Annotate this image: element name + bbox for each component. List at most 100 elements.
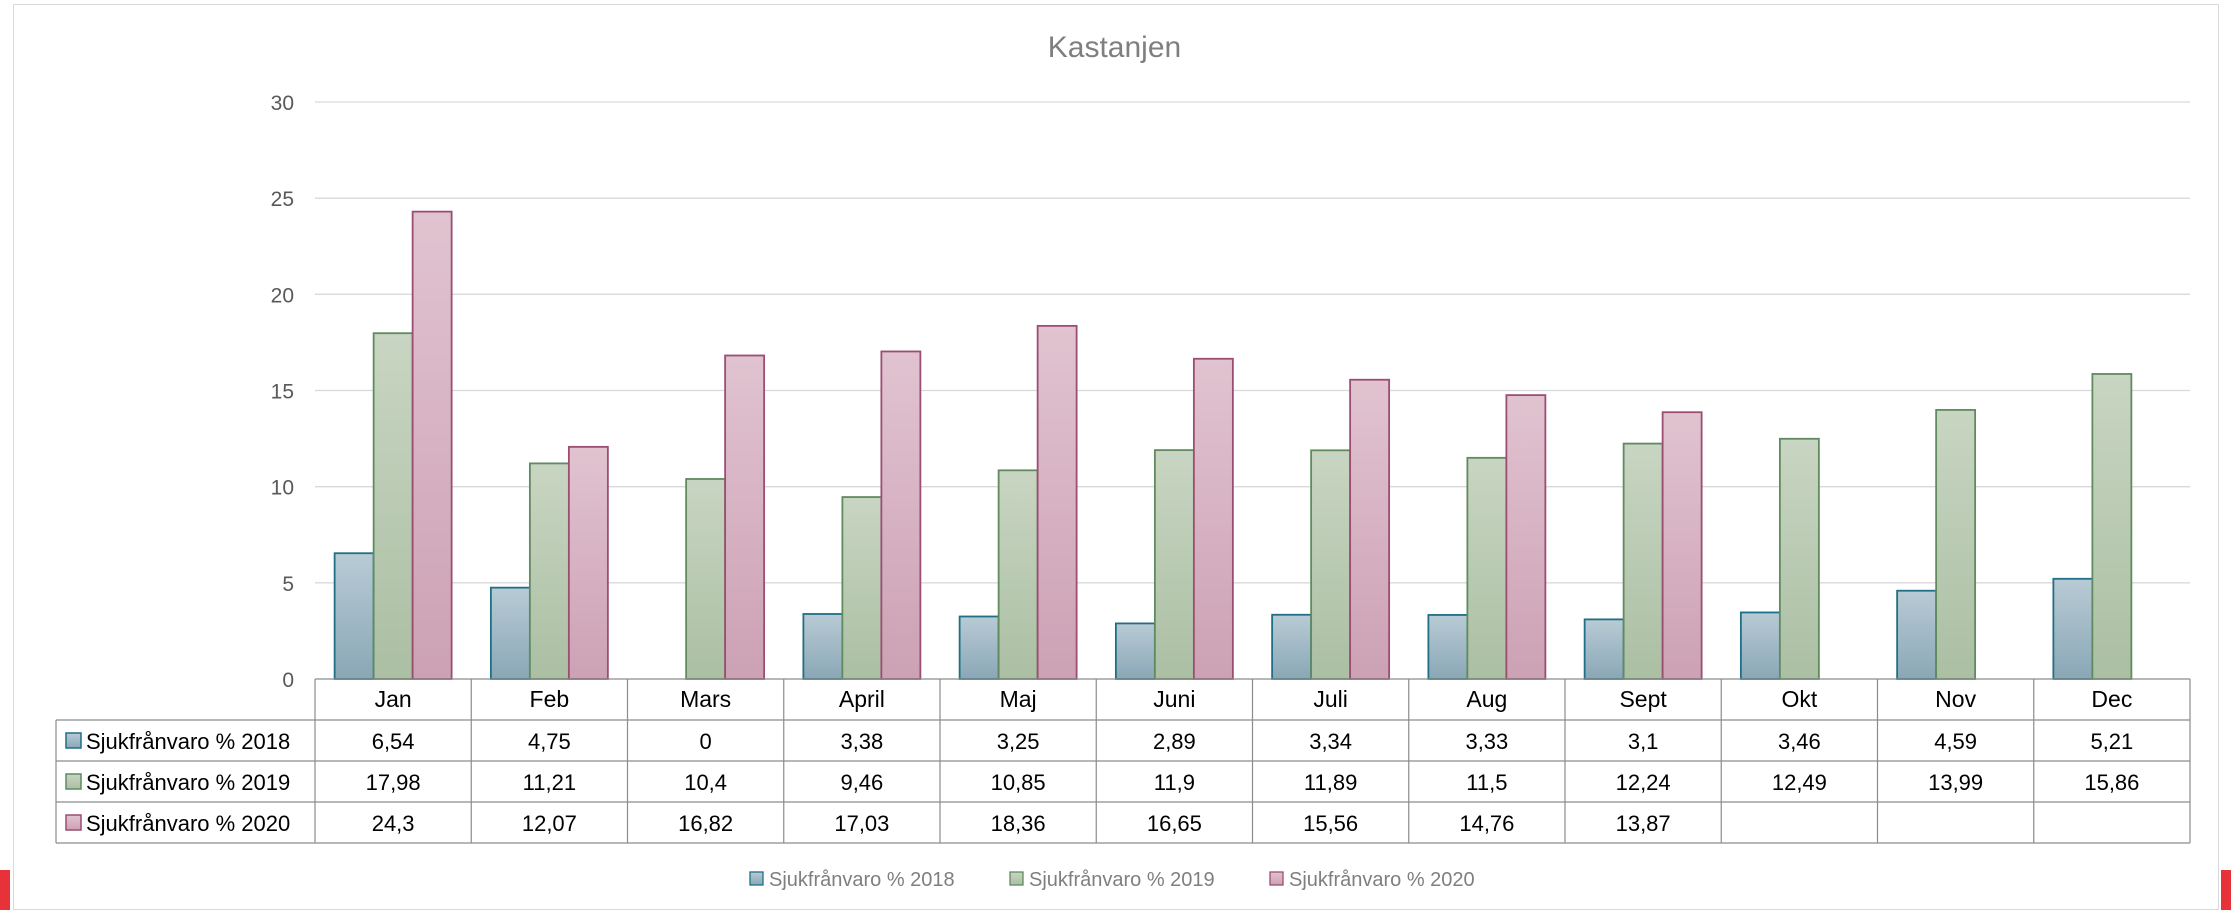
bar-sjukfr-nvaro-2018-juli xyxy=(1271,613,1313,680)
x-category-label-jan: Jan xyxy=(375,686,412,712)
table-value-sjukfr-nvaro-2018-april: 3,38 xyxy=(840,729,883,754)
table-value-sjukfr-nvaro-2018-nov: 4,59 xyxy=(1934,729,1977,754)
left-edge-marker xyxy=(0,870,10,910)
bar-sjukfr-nvaro-2018-sept xyxy=(1583,618,1625,680)
table-value-sjukfr-nvaro-2018-juli: 3,34 xyxy=(1309,729,1352,754)
x-category-label-aug: Aug xyxy=(1466,686,1507,712)
table-value-sjukfr-nvaro-2019-juni: 11,9 xyxy=(1154,770,1195,795)
bar-sjukfr-nvaro-2020-sept xyxy=(1661,411,1703,680)
bar-sjukfr-nvaro-2019-sept xyxy=(1622,442,1664,680)
table-value-sjukfr-nvaro-2018-feb: 4,75 xyxy=(528,729,571,754)
table-value-sjukfr-nvaro-2019-okt: 12,49 xyxy=(1772,770,1827,795)
bar-sjukfr-nvaro-2019-okt xyxy=(1778,437,1820,680)
table-value-sjukfr-nvaro-2020-sept: 13,87 xyxy=(1616,811,1671,836)
legend-label-sjukfr-nvaro-2018: Sjukfrånvaro % 2018 xyxy=(769,869,955,891)
bar-sjukfr-nvaro-2020-jan xyxy=(411,210,453,680)
table-value-sjukfr-nvaro-2019-feb: 11,21 xyxy=(523,770,576,795)
x-category-label-juli: Juli xyxy=(1313,686,1348,712)
bar-sjukfr-nvaro-2019-aug xyxy=(1466,456,1508,680)
legend-key-sjukfr-nvaro-2018 xyxy=(749,871,764,886)
table-value-sjukfr-nvaro-2018-jan: 6,54 xyxy=(372,729,415,754)
table-value-sjukfr-nvaro-2019-sept: 12,24 xyxy=(1616,770,1671,795)
table-value-sjukfr-nvaro-2019-mars: 10,4 xyxy=(684,770,727,795)
table-value-sjukfr-nvaro-2019-april: 9,46 xyxy=(840,770,883,795)
x-category-label-nov: Nov xyxy=(1935,686,1976,712)
bar-sjukfr-nvaro-2019-juni xyxy=(1153,449,1195,680)
table-legend-key-sjukfr-nvaro-2020 xyxy=(65,814,82,831)
table-value-sjukfr-nvaro-2018-juni: 2,89 xyxy=(1153,729,1196,754)
bar-sjukfr-nvaro-2019-april xyxy=(841,496,883,680)
bar-sjukfr-nvaro-2018-juni xyxy=(1114,622,1156,680)
chart-title: Kastanjen xyxy=(1048,31,1181,64)
x-category-label-april: April xyxy=(839,686,885,712)
bar-sjukfr-nvaro-2019-jan xyxy=(372,332,414,680)
table-value-sjukfr-nvaro-2018-maj: 3,25 xyxy=(997,729,1040,754)
table-value-sjukfr-nvaro-2020-feb: 12,07 xyxy=(522,811,577,836)
x-category-label-feb: Feb xyxy=(530,686,570,712)
y-tick-label-20: 20 xyxy=(271,284,294,307)
legend-label-sjukfr-nvaro-2019: Sjukfrånvaro % 2019 xyxy=(1029,869,1215,891)
bar-sjukfr-nvaro-2018-feb xyxy=(489,586,531,680)
bar-sjukfr-nvaro-2018-dec xyxy=(2052,577,2094,680)
table-value-sjukfr-nvaro-2020-jan: 24,3 xyxy=(372,811,415,836)
bar-sjukfr-nvaro-2018-april xyxy=(802,613,844,680)
table-value-sjukfr-nvaro-2020-juni: 16,65 xyxy=(1147,811,1202,836)
table-value-sjukfr-nvaro-2020-april: 17,03 xyxy=(834,811,889,836)
table-value-sjukfr-nvaro-2018-mars: 0 xyxy=(700,729,712,754)
legend-label-sjukfr-nvaro-2020: Sjukfrånvaro % 2020 xyxy=(1289,869,1475,891)
table-value-sjukfr-nvaro-2019-dec: 15,86 xyxy=(2084,770,2139,795)
x-category-label-dec: Dec xyxy=(2091,686,2132,712)
y-tick-label-15: 15 xyxy=(271,381,294,404)
bar-sjukfr-nvaro-2018-okt xyxy=(1739,611,1781,680)
bar-sjukfr-nvaro-2019-dec xyxy=(2091,373,2133,680)
bar-sjukfr-nvaro-2020-aug xyxy=(1505,394,1547,680)
right-edge-marker xyxy=(2221,870,2231,910)
table-value-sjukfr-nvaro-2019-nov: 13,99 xyxy=(1928,770,1983,795)
y-tick-label-10: 10 xyxy=(271,477,294,500)
bar-sjukfr-nvaro-2018-nov xyxy=(1896,589,1938,680)
y-tick-label-0: 0 xyxy=(282,669,294,692)
bar-sjukfr-nvaro-2019-juli xyxy=(1310,449,1352,680)
x-category-label-sept: Sept xyxy=(1619,686,1667,712)
bar-sjukfr-nvaro-2019-mars xyxy=(685,478,727,680)
legend-key-sjukfr-nvaro-2019 xyxy=(1009,871,1024,886)
y-tick-label-30: 30 xyxy=(271,92,294,115)
table-value-sjukfr-nvaro-2019-maj: 10,85 xyxy=(991,770,1046,795)
bar-sjukfr-nvaro-2020-april xyxy=(880,350,922,680)
table-value-sjukfr-nvaro-2019-juli: 11,89 xyxy=(1304,770,1357,795)
table-value-sjukfr-nvaro-2018-okt: 3,46 xyxy=(1778,729,1821,754)
bar-sjukfr-nvaro-2020-feb xyxy=(567,445,609,680)
bar-sjukfr-nvaro-2020-maj xyxy=(1036,324,1078,680)
table-legend-key-sjukfr-nvaro-2019 xyxy=(65,773,82,790)
bar-sjukfr-nvaro-2019-maj xyxy=(997,469,1039,680)
table-value-sjukfr-nvaro-2018-sept: 3,1 xyxy=(1628,729,1659,754)
bar-sjukfr-nvaro-2018-jan xyxy=(333,552,375,680)
table-value-sjukfr-nvaro-2020-mars: 16,82 xyxy=(678,811,733,836)
table-value-sjukfr-nvaro-2020-juli: 15,56 xyxy=(1303,811,1358,836)
x-category-label-okt: Okt xyxy=(1781,686,1817,712)
y-tick-label-5: 5 xyxy=(282,573,294,596)
bar-sjukfr-nvaro-2020-juli xyxy=(1349,378,1391,680)
bar-sjukfr-nvaro-2019-feb xyxy=(528,462,570,680)
table-value-sjukfr-nvaro-2019-aug: 11,5 xyxy=(1466,770,1507,795)
table-legend-key-sjukfr-nvaro-2018 xyxy=(65,732,82,749)
table-value-sjukfr-nvaro-2018-dec: 5,21 xyxy=(2090,729,2133,754)
table-series-name-sjukfr-nvaro-2019: Sjukfrånvaro % 2019 xyxy=(86,770,290,795)
table-series-name-sjukfr-nvaro-2018: Sjukfrånvaro % 2018 xyxy=(86,729,290,754)
bar-sjukfr-nvaro-2020-mars xyxy=(724,354,766,680)
x-category-label-maj: Maj xyxy=(1000,686,1037,712)
bar-sjukfr-nvaro-2019-nov xyxy=(1935,409,1977,680)
table-value-sjukfr-nvaro-2020-aug: 14,76 xyxy=(1459,811,1514,836)
bar-sjukfr-nvaro-2018-aug xyxy=(1427,614,1469,680)
table-value-sjukfr-nvaro-2019-jan: 17,98 xyxy=(366,770,421,795)
legend-key-sjukfr-nvaro-2020 xyxy=(1269,871,1284,886)
bar-sjukfr-nvaro-2018-maj xyxy=(958,615,1000,680)
x-category-label-mars: Mars xyxy=(680,686,731,712)
table-series-name-sjukfr-nvaro-2020: Sjukfrånvaro % 2020 xyxy=(86,811,290,836)
bar-sjukfr-nvaro-2020-juni xyxy=(1192,357,1234,680)
y-tick-label-25: 25 xyxy=(271,188,294,211)
table-value-sjukfr-nvaro-2020-maj: 18,36 xyxy=(991,811,1046,836)
table-value-sjukfr-nvaro-2018-aug: 3,33 xyxy=(1465,729,1508,754)
x-category-label-juni: Juni xyxy=(1153,686,1195,712)
